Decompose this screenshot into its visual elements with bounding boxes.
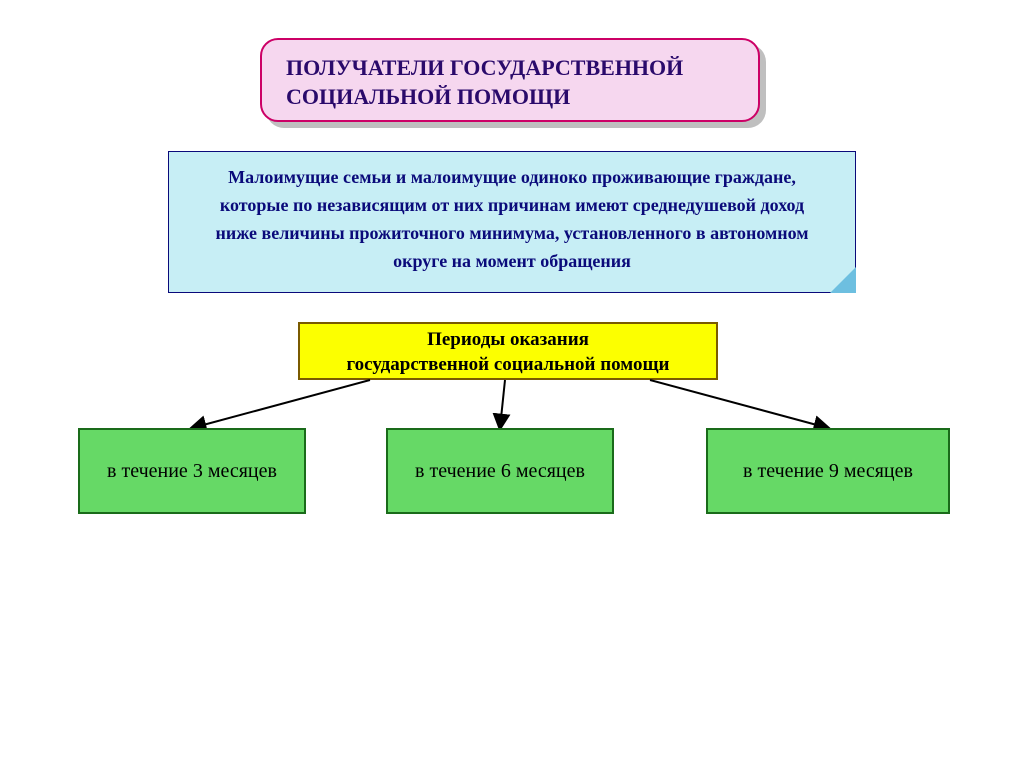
title-text: ПОЛУЧАТЕЛИ ГОСУДАРСТВЕННОЙ СОЦИАЛЬНОЙ ПО…: [286, 55, 683, 109]
period-label: в течение 6 месяцев: [415, 460, 585, 483]
title-box: ПОЛУЧАТЕЛИ ГОСУДАРСТВЕННОЙ СОЦИАЛЬНОЙ ПО…: [260, 38, 760, 122]
page-fold-icon: [830, 267, 856, 293]
description-box: Малоимущие семьи и малоимущие одиноко пр…: [168, 151, 856, 293]
period-label: в течение 9 месяцев: [743, 460, 913, 483]
periods-title-line1: Периоды оказания: [320, 328, 696, 353]
period-box-3: в течение 9 месяцев: [706, 428, 950, 514]
periods-title-line2: государственной социальной помощи: [320, 353, 696, 378]
period-box-1: в течение 3 месяцев: [78, 428, 306, 514]
description-text: Малоимущие семьи и малоимущие одиноко пр…: [215, 167, 808, 271]
period-box-2: в течение 6 месяцев: [386, 428, 614, 514]
period-label: в течение 3 месяцев: [107, 460, 277, 483]
periods-title-box: Периоды оказания государственной социаль…: [298, 322, 718, 380]
